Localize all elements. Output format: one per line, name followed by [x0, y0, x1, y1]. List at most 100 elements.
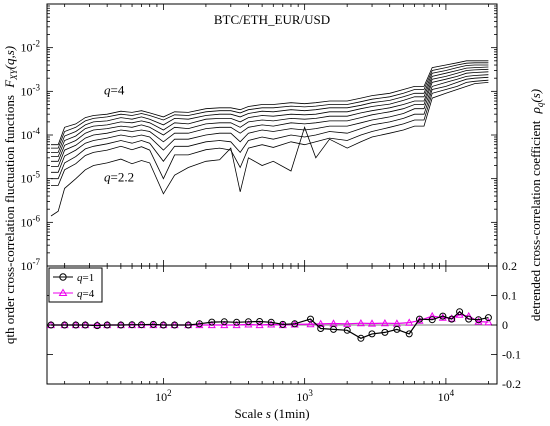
- fluctuation-series-7: [51, 76, 489, 180]
- y-tick-label-exp: -3: [33, 82, 41, 92]
- left-y-axis-title-main: F: [2, 79, 17, 89]
- tick-group: [47, 4, 497, 385]
- point-q1-10: [159, 321, 167, 329]
- point-q1-35: [456, 308, 464, 316]
- point-q4-30: [405, 318, 414, 326]
- point-q1-15: [220, 318, 228, 326]
- right-y-axis-title-text: detrended cross-correlation coefficient: [528, 120, 543, 321]
- x-axis-title: Scale s (1min): [234, 406, 309, 421]
- x-tick-label-exp: 4: [450, 388, 455, 398]
- right-y-axis-title: detrended cross-correlation coefficient …: [528, 89, 545, 321]
- point-q1-11: [171, 321, 179, 329]
- point-q1-17: [244, 318, 252, 326]
- rho-tick-label-4: 0.2: [502, 259, 517, 273]
- point-q1-8: [138, 321, 145, 329]
- point-q1-28: [381, 328, 389, 336]
- point-q1-38: [484, 314, 492, 322]
- point-q1-24: [330, 325, 337, 333]
- legend-q1-label: q=1: [77, 272, 94, 284]
- point-q4-22: [306, 319, 315, 328]
- point-q4-32: [428, 311, 437, 320]
- x-axis-title-prefix: Scale: [234, 406, 262, 421]
- point-q1-26: [357, 334, 365, 342]
- left-y-axis-title-args: (q,s): [2, 46, 17, 69]
- x-tick-label-exp: 2: [167, 388, 172, 398]
- y-tick-label-exp: -7: [33, 257, 41, 267]
- annotation-q4-var: q: [104, 82, 111, 97]
- legend-box: [48, 267, 103, 303]
- y-tick-label-base: 10: [21, 215, 33, 229]
- point-q1-16: [233, 318, 241, 326]
- point-q4-19: [267, 320, 276, 328]
- annotation-q4-rest: =4: [111, 82, 125, 97]
- point-q1-23: [317, 325, 325, 332]
- point-q1-32: [428, 316, 436, 324]
- x-tick-label-1: 103: [296, 388, 313, 404]
- annotation-q22-var: q: [104, 170, 111, 185]
- left-y-axis-title: qth order cross-correlation fluctuation …: [2, 46, 19, 344]
- x-tick-label-base: 10: [296, 390, 308, 404]
- rho-tick-label-2: 0: [502, 318, 508, 332]
- legend-q1-marker: [59, 273, 67, 281]
- x-tick-label-0: 102: [155, 388, 172, 404]
- fluctuation-series-5: [51, 71, 489, 167]
- fluctuation-series-8: [51, 79, 489, 186]
- point-q1-34: [448, 315, 456, 323]
- y-tick-label-0: 10-7: [21, 257, 41, 273]
- fluctuation-series-9: [50, 82, 489, 217]
- chart-title: BTC/ETH_EUR/USD: [214, 12, 330, 27]
- legend: q=1 q=4: [48, 267, 103, 303]
- annotation-q22-rest: =2.2: [111, 170, 135, 185]
- annotation-q4: q=4: [104, 82, 125, 97]
- point-q1-14: [208, 318, 216, 326]
- y-tick-label-base: 10: [21, 128, 33, 142]
- y-tick-label-4: 10-3: [21, 82, 41, 98]
- point-q1-12: [184, 321, 192, 329]
- x-axis-title-var: s: [266, 406, 271, 421]
- legend-q1-var: q: [77, 272, 83, 284]
- point-q1-2: [72, 321, 80, 329]
- left-y-axis-title-sub: XY: [9, 68, 19, 80]
- fluctuation-series-6: [51, 74, 489, 173]
- point-q1-30: [405, 330, 413, 338]
- point-q1-21: [291, 320, 299, 328]
- x-tick-label-2: 104: [438, 388, 455, 404]
- bottom-series-group: [46, 308, 497, 342]
- y-tick-label-base: 10: [21, 172, 33, 186]
- point-q1-36: [465, 315, 473, 323]
- top-panel-frame: [46, 3, 498, 267]
- point-q1-29: [393, 325, 401, 333]
- point-q1-27: [368, 330, 376, 338]
- annotation-q22: q=2.2: [104, 170, 134, 185]
- rho-tick-label-3: 0.1: [502, 289, 517, 303]
- point-q4-38: [484, 317, 493, 326]
- point-q1-7: [128, 321, 136, 329]
- fluctuation-series-1: [51, 62, 489, 149]
- point-q4-26: [356, 318, 365, 327]
- right-y-axis-title-main: ρ: [528, 107, 543, 114]
- x-axis-title-unit: (1min): [274, 406, 309, 421]
- fluctuation-series-2: [51, 64, 489, 153]
- point-q4-31: [415, 316, 424, 324]
- point-q4-33: [438, 313, 447, 321]
- tick-label-group: 102 103 10410-710-610-510-410-310-2-0.2-0.…: [21, 39, 522, 404]
- fluctuation-series-4: [51, 68, 489, 162]
- y-tick-label-exp: -2: [33, 39, 41, 49]
- point-q4-4: [93, 320, 102, 329]
- rho-tick-label-1: -0.1: [502, 348, 521, 362]
- point-q4-13: [195, 320, 204, 329]
- legend-q4-var: q: [77, 288, 83, 300]
- fluctuation-series-0: [51, 60, 489, 146]
- y-tick-label-2: 10-5: [21, 170, 41, 186]
- point-q1-33: [439, 312, 447, 320]
- point-q1-20: [279, 320, 287, 328]
- y-tick-label-exp: -4: [33, 126, 41, 136]
- y-tick-label-5: 10-2: [21, 39, 41, 55]
- point-q1-22: [307, 315, 314, 323]
- top-series-group: [50, 60, 489, 217]
- legend-q4-rest: =4: [83, 288, 95, 300]
- x-tick-label-exp: 3: [308, 388, 313, 398]
- point-q1-31: [416, 315, 423, 323]
- point-q1-19: [267, 318, 275, 326]
